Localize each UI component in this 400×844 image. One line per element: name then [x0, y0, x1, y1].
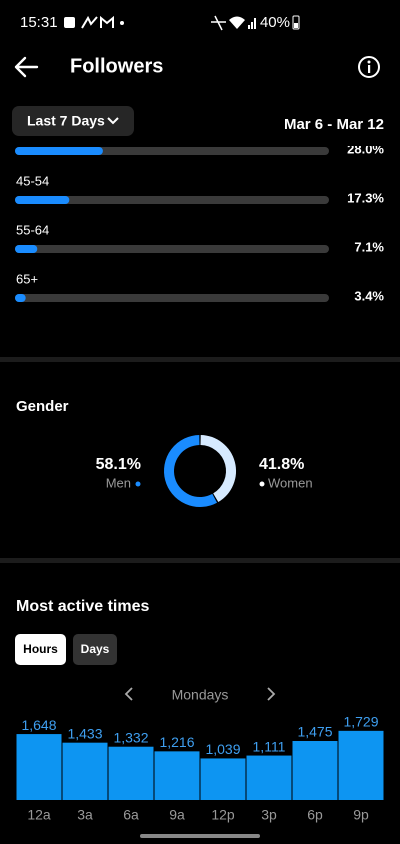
- prev-button[interactable]: [124, 687, 133, 701]
- age-label: 65+: [16, 271, 38, 286]
- bar: [15, 196, 70, 204]
- tab[interactable]: Days: [73, 634, 117, 665]
- bar: [62, 742, 108, 800]
- bar: [15, 245, 38, 253]
- section-title: Most active times: [16, 598, 149, 615]
- section-title: Gender: [16, 398, 69, 415]
- legend-dot: [135, 481, 141, 487]
- bar: [292, 741, 338, 800]
- bar: [15, 147, 103, 155]
- bar-track: [15, 245, 329, 253]
- bar: [108, 746, 154, 800]
- day-label: Mondays: [172, 687, 229, 703]
- legend-label: Women: [268, 475, 313, 490]
- date-range: Mar 6 - Mar 12: [284, 116, 384, 133]
- x-tick-label: 6p: [307, 807, 323, 823]
- value-label: 1,475: [297, 724, 332, 740]
- tab-label: Hours: [23, 642, 58, 656]
- info-button[interactable]: [358, 56, 380, 78]
- status-icons: [64, 15, 300, 31]
- value-label: 7.1%: [354, 239, 384, 254]
- bar-track: [15, 294, 329, 302]
- tab[interactable]: Hours: [15, 634, 66, 665]
- value-label: 1,332: [113, 729, 148, 745]
- range-dropdown[interactable]: Last 7 Days: [12, 106, 134, 136]
- value-label: 17.3%: [347, 190, 384, 205]
- bar: [154, 751, 200, 800]
- value-label: 1,216: [159, 734, 194, 750]
- x-tick-label: 12a: [27, 807, 51, 823]
- value-label: 1,433: [67, 725, 102, 741]
- page-title: Followers: [70, 55, 163, 77]
- tab-label: Days: [81, 642, 110, 656]
- donut-segment: [200, 435, 236, 503]
- age-section: 28.0% 45-54 17.3% 55-64 7.1% 65+ 3.4%: [15, 141, 384, 303]
- status-battery: 40%: [260, 14, 290, 31]
- value-label: 3.4%: [354, 288, 384, 303]
- range-label: Last 7 Days: [27, 113, 105, 129]
- value-label: 1,729: [343, 714, 378, 730]
- legend-dot: [259, 481, 265, 487]
- home-indicator: [140, 834, 260, 838]
- status-time: 15:31: [20, 14, 58, 31]
- gender-section: 58.1% Men 41.8% Women: [96, 435, 313, 507]
- value-label: 28.0%: [347, 141, 384, 156]
- x-tick-label: 3a: [77, 807, 93, 823]
- next-button[interactable]: [267, 687, 276, 701]
- legend-label: Men: [106, 475, 131, 490]
- value-label: 58.1%: [96, 456, 141, 473]
- back-button[interactable]: [14, 56, 39, 78]
- value-label: 41.8%: [259, 456, 304, 473]
- value-label: 1,111: [253, 738, 286, 754]
- x-tick-label: 3p: [261, 807, 277, 823]
- x-tick-label: 9p: [353, 807, 369, 823]
- age-label: 55-64: [16, 222, 49, 237]
- bar-track: [15, 196, 329, 204]
- bar: [16, 734, 62, 800]
- divider: [0, 357, 400, 362]
- bar: [200, 758, 246, 800]
- x-tick-label: 9a: [169, 807, 185, 823]
- x-tick-label: 12p: [211, 807, 235, 823]
- age-label: 45-54: [16, 173, 49, 188]
- value-label: 1,648: [21, 717, 56, 733]
- divider: [0, 558, 400, 563]
- bar-chart: 1,648 12a 1,433 3a 1,332 6a 1,216 9a 1,039 12p 1,1…: [16, 714, 384, 823]
- bar: [338, 730, 384, 800]
- value-label: 1,039: [205, 741, 240, 757]
- x-tick-label: 6a: [123, 807, 139, 823]
- bar: [246, 755, 292, 800]
- donut-segment: [164, 435, 218, 507]
- bar: [15, 294, 26, 302]
